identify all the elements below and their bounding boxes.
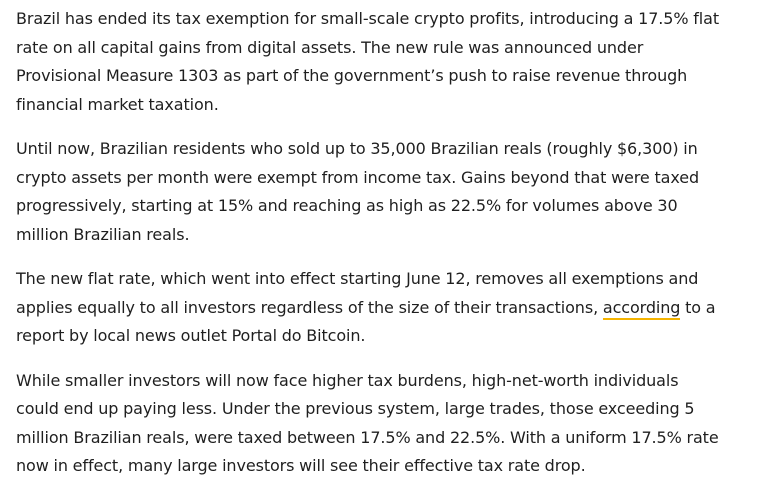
paragraph-tax-exemption-ended: Brazil has ended its tax exemption for s… bbox=[16, 9, 719, 114]
according-link[interactable]: according bbox=[602, 297, 680, 320]
paragraph-investor-impact: While smaller investors will now face hi… bbox=[16, 370, 719, 476]
paragraph-flat-rate: The new flat rate, which went into effec… bbox=[16, 265, 722, 351]
paragraph-flat-rate-text-before: The new flat rate, which went into effec… bbox=[16, 269, 699, 317]
article-body: Brazil has ended its tax exemption for s… bbox=[16, 9, 722, 475]
paragraph-previous-rules: Until now, Brazilian residents who sold … bbox=[16, 139, 700, 244]
paragraph-flat-rate-text-after: to a report by local news outlet Portal … bbox=[16, 297, 716, 346]
